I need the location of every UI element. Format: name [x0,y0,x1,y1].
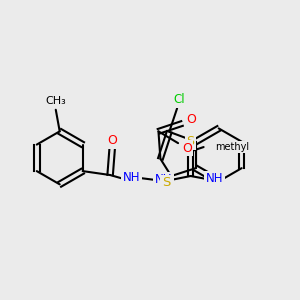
Text: S: S [162,176,170,189]
Text: NH: NH [206,172,223,185]
Text: O: O [186,113,196,126]
Text: Cl: Cl [173,93,185,106]
Text: NH: NH [123,172,140,184]
Text: CH₃: CH₃ [45,96,66,106]
Text: S: S [187,135,195,148]
Text: O: O [107,134,117,147]
Text: NH: NH [154,173,172,186]
Text: O: O [182,142,192,154]
Text: methyl: methyl [215,142,250,152]
